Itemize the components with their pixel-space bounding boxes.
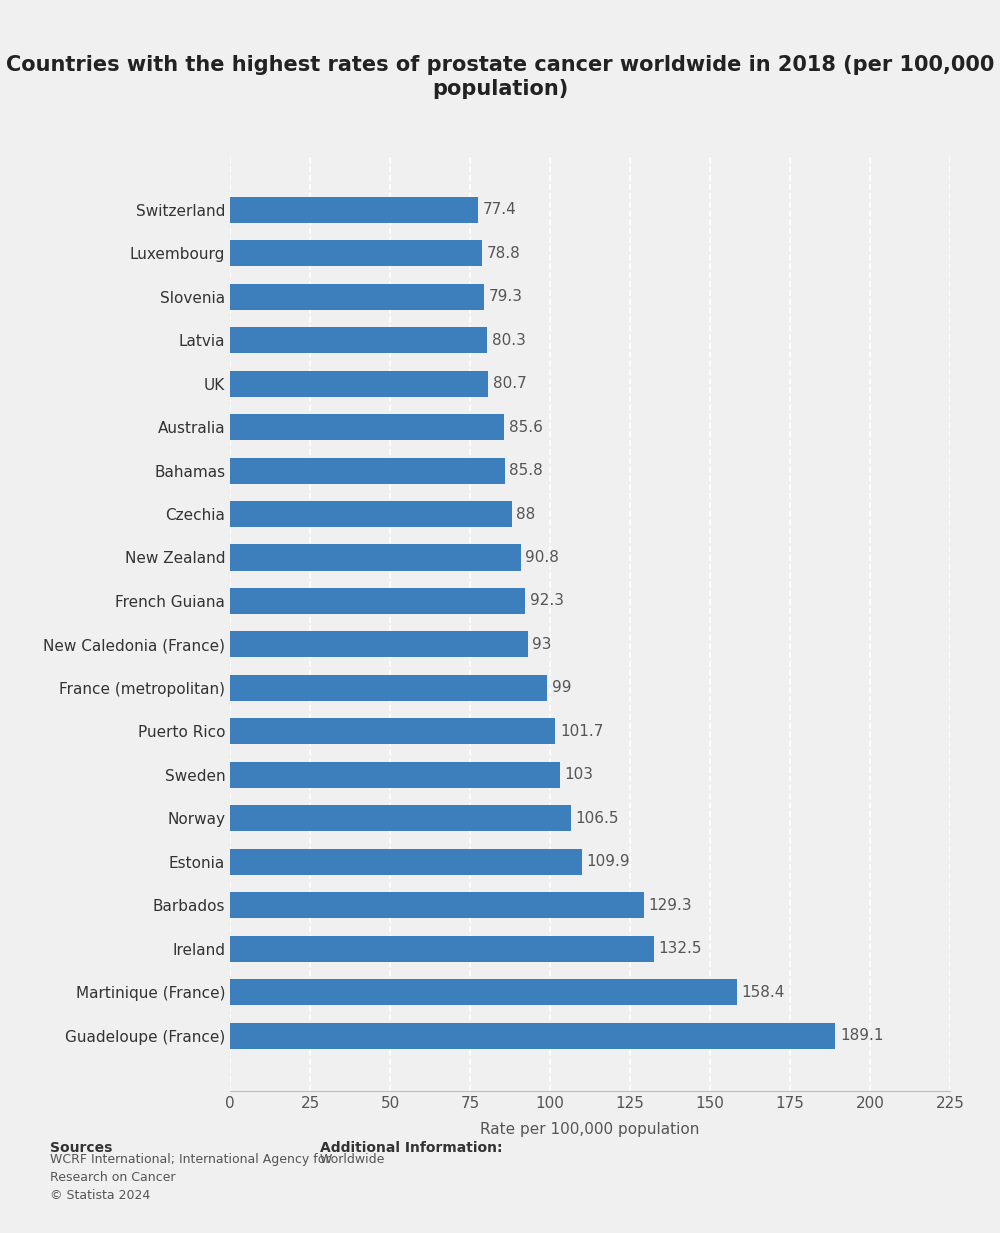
Text: 85.8: 85.8 [509, 464, 543, 478]
Text: 106.5: 106.5 [576, 811, 619, 826]
Text: Countries with the highest rates of prostate cancer worldwide in 2018 (per 100,0: Countries with the highest rates of pros… [6, 55, 994, 99]
Bar [230, 197, 478, 223]
Bar [230, 240, 482, 266]
Text: 129.3: 129.3 [649, 898, 692, 912]
Bar [230, 719, 555, 745]
Bar [230, 371, 488, 397]
Bar [230, 1022, 835, 1048]
Text: Worldwide: Worldwide [320, 1153, 385, 1166]
Bar [230, 631, 528, 657]
Text: 90.8: 90.8 [525, 550, 559, 565]
Text: 77.4: 77.4 [482, 202, 516, 217]
Bar [230, 674, 547, 700]
Bar [230, 327, 487, 353]
Text: 109.9: 109.9 [586, 854, 630, 869]
Bar [230, 936, 654, 962]
Text: WCRF International; International Agency for
Research on Cancer
© Statista 2024: WCRF International; International Agency… [50, 1153, 330, 1202]
Text: 92.3: 92.3 [530, 593, 564, 608]
Bar [230, 284, 484, 309]
Bar [230, 893, 644, 919]
Text: 80.7: 80.7 [493, 376, 527, 391]
Bar [230, 848, 582, 874]
Text: 80.3: 80.3 [492, 333, 526, 348]
Text: 99: 99 [552, 681, 571, 695]
Bar [230, 762, 560, 788]
Bar [230, 501, 512, 526]
X-axis label: Rate per 100,000 population: Rate per 100,000 population [480, 1122, 700, 1137]
Bar [230, 588, 525, 614]
Text: 103: 103 [564, 767, 593, 782]
Text: 158.4: 158.4 [742, 985, 785, 1000]
Bar [230, 805, 571, 831]
Text: Sources: Sources [50, 1141, 112, 1154]
Bar [230, 414, 504, 440]
Text: 101.7: 101.7 [560, 724, 604, 739]
Bar [230, 457, 505, 483]
Text: 189.1: 189.1 [840, 1028, 883, 1043]
Bar [230, 545, 521, 571]
Text: 132.5: 132.5 [659, 941, 702, 956]
Text: 85.6: 85.6 [509, 419, 543, 434]
Text: 79.3: 79.3 [489, 290, 523, 305]
Text: 93: 93 [532, 637, 552, 652]
Bar [230, 979, 737, 1005]
Text: 78.8: 78.8 [487, 245, 521, 260]
Text: Additional Information:: Additional Information: [320, 1141, 503, 1154]
Text: 88: 88 [516, 507, 536, 522]
